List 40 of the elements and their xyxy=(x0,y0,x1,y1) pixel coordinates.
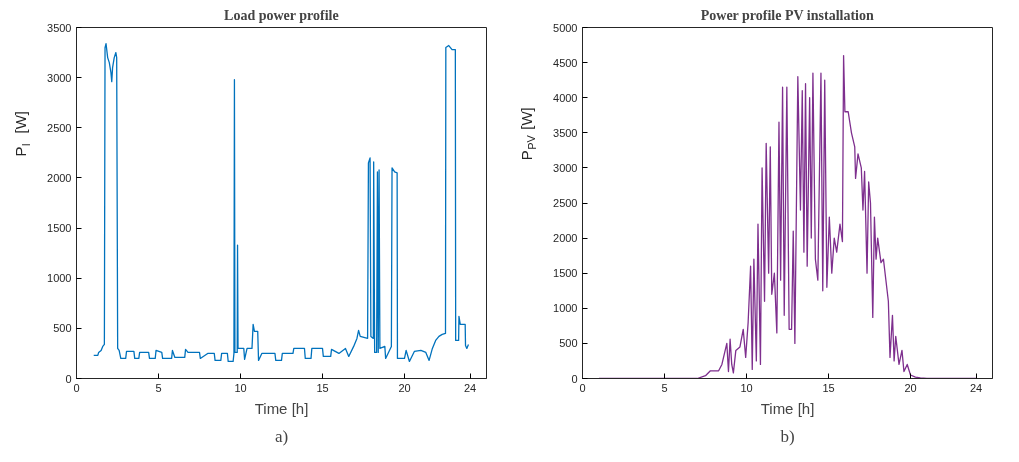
x-tick-label: 5 xyxy=(661,381,668,394)
x-tick-label: 0 xyxy=(73,381,80,394)
x-tick-label: 24 xyxy=(969,381,983,394)
x-axis-title: Time [h] xyxy=(254,399,309,417)
y-tick-label: 3000 xyxy=(47,71,72,84)
y-tick-label: 1000 xyxy=(553,302,578,315)
y-tick-label: 5000 xyxy=(553,21,578,34)
x-tick-label: 24 xyxy=(463,381,477,394)
y-tick-label: 2500 xyxy=(553,197,578,209)
y-tick-label: 4500 xyxy=(553,56,578,69)
line-series xyxy=(93,42,470,363)
y-tick-label: 0 xyxy=(65,372,72,385)
y-axis-title: Pl [W] xyxy=(12,111,32,157)
text: b) xyxy=(780,426,795,446)
x-axis-title: Time [h] xyxy=(760,399,815,417)
y-tick-label: 2000 xyxy=(47,171,72,184)
x-tick-label: 20 xyxy=(904,381,917,394)
y-tick-label: 3000 xyxy=(553,161,578,174)
y-tick-label: 3500 xyxy=(47,21,72,34)
y-tick-label: 3500 xyxy=(553,126,578,139)
y-tick-label: 2500 xyxy=(47,121,72,134)
y-tick-label: 0 xyxy=(571,372,578,385)
chart-title: Power profile PV installation xyxy=(700,7,874,23)
y-tick-label: 500 xyxy=(53,322,72,335)
x-tick-label: 10 xyxy=(234,381,247,394)
x-tick-label: 0 xyxy=(579,381,586,394)
chart-title: Load power profile xyxy=(224,7,339,23)
x-tick-label: 20 xyxy=(398,381,411,394)
x-tick-label: 10 xyxy=(740,381,753,394)
x-tick-label: 15 xyxy=(316,381,329,394)
y-tick-label: 1000 xyxy=(47,272,72,285)
x-tick-label: 5 xyxy=(155,381,162,394)
y-axis-title: PPV [W] xyxy=(518,107,538,161)
y-tick-label: 1500 xyxy=(47,222,72,235)
y-tick-label: 4000 xyxy=(553,91,578,104)
text: a) xyxy=(274,426,289,446)
y-tick-label: 1500 xyxy=(553,267,578,280)
x-tick-label: 15 xyxy=(822,381,835,394)
y-tick-label: 2000 xyxy=(553,232,578,245)
y-tick-label: 500 xyxy=(559,337,578,350)
